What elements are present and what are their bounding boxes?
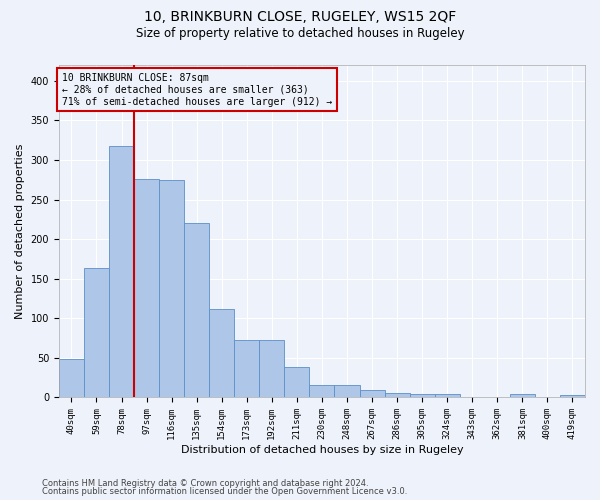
Bar bbox=[109, 146, 134, 398]
Bar bbox=[59, 360, 84, 398]
Y-axis label: Number of detached properties: Number of detached properties bbox=[15, 144, 25, 319]
Bar bbox=[159, 180, 184, 398]
Bar bbox=[84, 268, 109, 398]
Bar bbox=[385, 392, 410, 398]
Bar bbox=[209, 309, 234, 398]
Text: 10, BRINKBURN CLOSE, RUGELEY, WS15 2QF: 10, BRINKBURN CLOSE, RUGELEY, WS15 2QF bbox=[144, 10, 456, 24]
Bar bbox=[334, 385, 359, 398]
Bar bbox=[134, 179, 159, 398]
Bar bbox=[560, 395, 585, 398]
Bar bbox=[359, 390, 385, 398]
Bar bbox=[184, 222, 209, 398]
Bar bbox=[434, 394, 460, 398]
Text: Contains public sector information licensed under the Open Government Licence v3: Contains public sector information licen… bbox=[42, 487, 407, 496]
Text: Size of property relative to detached houses in Rugeley: Size of property relative to detached ho… bbox=[136, 28, 464, 40]
Text: 10 BRINKBURN CLOSE: 87sqm
← 28% of detached houses are smaller (363)
71% of semi: 10 BRINKBURN CLOSE: 87sqm ← 28% of detac… bbox=[62, 74, 332, 106]
Bar bbox=[410, 394, 434, 398]
Bar bbox=[310, 385, 334, 398]
Bar bbox=[259, 340, 284, 398]
Bar bbox=[510, 394, 535, 398]
Bar bbox=[284, 366, 310, 398]
X-axis label: Distribution of detached houses by size in Rugeley: Distribution of detached houses by size … bbox=[181, 445, 463, 455]
Bar bbox=[234, 340, 259, 398]
Text: Contains HM Land Registry data © Crown copyright and database right 2024.: Contains HM Land Registry data © Crown c… bbox=[42, 478, 368, 488]
